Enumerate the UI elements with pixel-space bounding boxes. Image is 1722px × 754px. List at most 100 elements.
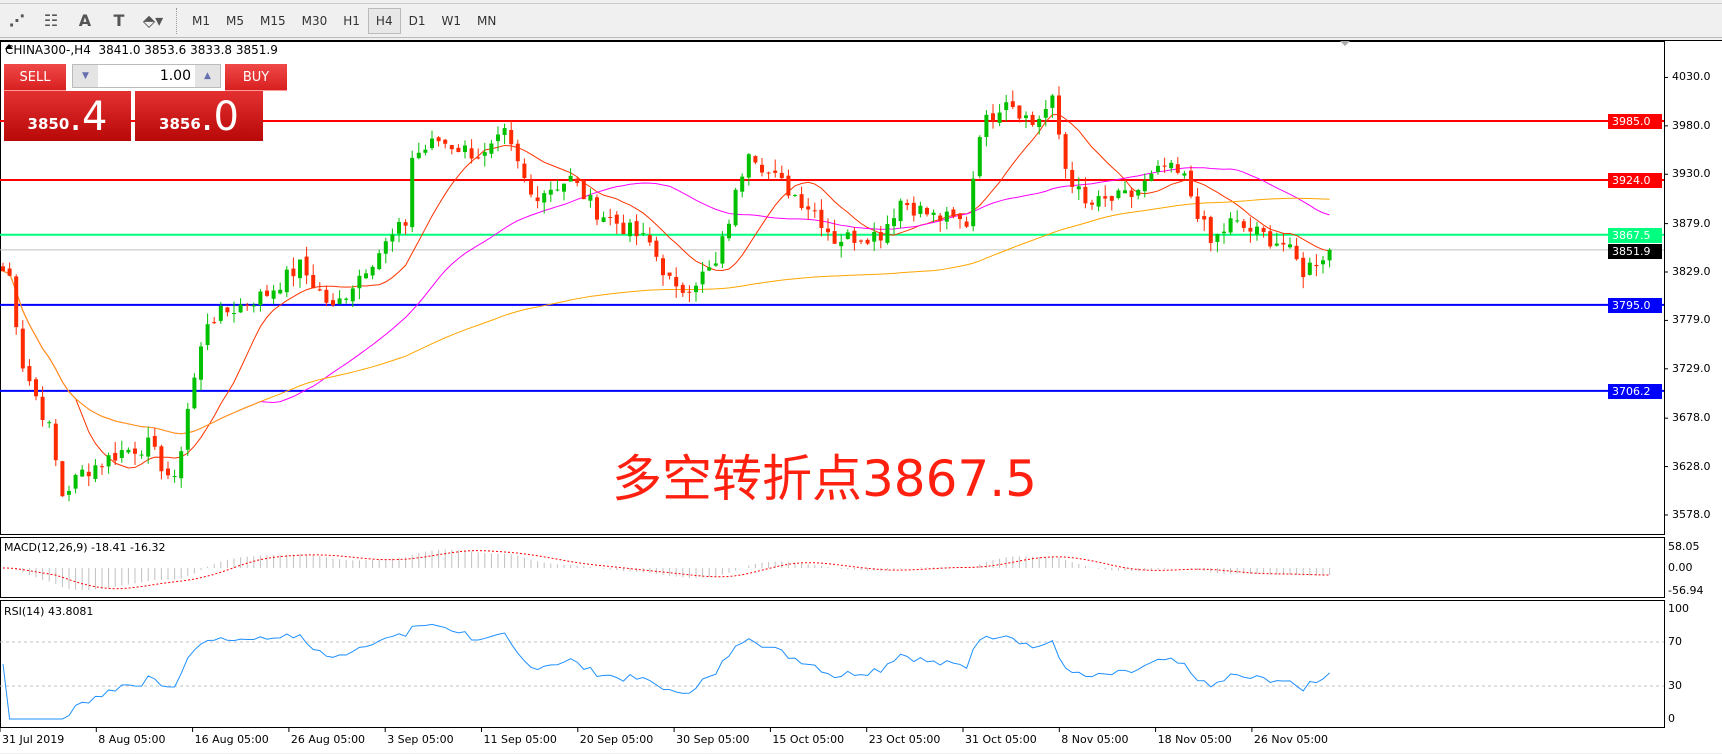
candle-body: [416, 152, 421, 159]
candle-body: [218, 305, 223, 321]
arrows-dropdown-icon[interactable]: ⬘▾: [142, 11, 164, 30]
candle-body: [852, 230, 857, 243]
candle-body: [317, 289, 322, 291]
candle-body: [159, 446, 164, 472]
candle-body: [542, 193, 547, 203]
candle-body: [1189, 170, 1193, 197]
candle-body: [687, 291, 692, 293]
rsi-axis-label: 30: [1668, 679, 1682, 692]
candle-body: [1043, 109, 1048, 118]
lot-increase-icon[interactable]: ▲: [195, 65, 220, 87]
candle-body: [284, 269, 289, 293]
timeframe-mn-button[interactable]: MN: [476, 13, 497, 28]
candle-body: [575, 178, 580, 183]
buy-button[interactable]: BUY: [225, 64, 287, 91]
fibonacci-expansion-icon[interactable]: ⋰: [9, 11, 25, 30]
candle-body: [1281, 242, 1286, 245]
timeframe-h1-button[interactable]: H1: [343, 13, 360, 28]
candle-body: [885, 224, 890, 243]
candle-body: [350, 288, 355, 302]
candle-body: [621, 222, 626, 235]
candle-body: [271, 290, 276, 299]
candle-body: [20, 328, 25, 369]
time-axis-label: 23 Oct 05:00: [868, 733, 941, 746]
sell-price-main: 3850: [27, 115, 70, 133]
candle-body: [1070, 170, 1075, 187]
sell-button[interactable]: SELL: [4, 64, 66, 91]
moving-average-line-1: [2, 114, 1330, 469]
candle-body: [139, 454, 144, 456]
candle-body: [469, 148, 474, 159]
candle-body: [1255, 226, 1259, 235]
chart-window[interactable]: CHINA300-,H4 3841.0 3853.6 3833.8 3851.9…: [0, 40, 1722, 753]
candle-body: [779, 172, 784, 179]
candle-body: [859, 240, 863, 242]
candle-body: [390, 234, 395, 242]
chart-shift-marker-icon: [1340, 41, 1350, 46]
candle-body: [1156, 165, 1160, 173]
price-level-label: 3706.2: [1608, 383, 1662, 399]
buy-price[interactable]: 3856.0: [135, 91, 263, 141]
candle-body: [1301, 257, 1306, 278]
candle-body: [555, 189, 560, 191]
candle-body: [1103, 196, 1108, 199]
candle-body: [753, 156, 758, 163]
timeframe-m5-button[interactable]: M5: [226, 13, 244, 28]
candle-body: [1314, 264, 1319, 267]
timeframe-h4-button[interactable]: H4: [367, 7, 401, 34]
price-axis-label: 3879.0: [1672, 216, 1711, 230]
candle-body: [931, 212, 936, 215]
price-level-label: 3795.0: [1608, 297, 1662, 313]
candle-body: [430, 138, 434, 149]
lot-decrease-icon[interactable]: ▼: [73, 65, 98, 87]
top-strip: [0, 0, 1722, 4]
text-icon[interactable]: A: [78, 11, 92, 30]
lot-size-input[interactable]: 1.00: [159, 68, 191, 84]
toolbar-separator: [176, 7, 178, 34]
candle-body: [146, 437, 151, 457]
macd-pane-border: [0, 537, 1665, 598]
fibonacci-fan-icon[interactable]: ☷: [43, 11, 59, 30]
price-axis-label: 3628.0: [1672, 459, 1711, 473]
candle-body: [86, 471, 91, 477]
candle-body: [383, 241, 388, 254]
candle-body: [14, 276, 19, 328]
moving-average-line-3: [2, 197, 1330, 435]
candle-body: [152, 435, 157, 447]
timeframe-w1-button[interactable]: W1: [441, 13, 461, 28]
timeframe-m1-button[interactable]: M1: [192, 13, 210, 28]
candle-body: [872, 231, 877, 242]
timeframe-m30-button[interactable]: M30: [301, 13, 328, 28]
candle-body: [1057, 95, 1061, 135]
price-level-label: 3985.0: [1608, 114, 1662, 129]
rsi-axis-label: 100: [1668, 602, 1689, 615]
candle-body: [898, 200, 903, 222]
candle-body: [1076, 186, 1081, 190]
candle-body: [463, 145, 467, 153]
candle-body: [311, 275, 316, 289]
candle-body: [634, 221, 639, 237]
candle-body: [60, 461, 65, 497]
buy-price-pips: .0: [200, 94, 239, 140]
candle-body: [456, 147, 461, 153]
price-axis-label: 3729.0: [1672, 361, 1711, 375]
candle-body: [1268, 231, 1273, 247]
candle-body: [515, 143, 520, 162]
candle-body: [529, 180, 533, 195]
timeframe-m15-button[interactable]: M15: [260, 13, 286, 28]
candle-body: [53, 423, 58, 461]
candle-body: [403, 222, 408, 226]
timeframe-d1-button[interactable]: D1: [408, 13, 426, 28]
chart-canvas[interactable]: [0, 41, 1722, 754]
candle-body: [1215, 234, 1220, 242]
candle-body: [1136, 189, 1141, 196]
rsi-axis-label: 0: [1668, 712, 1675, 725]
text-label-icon[interactable]: T: [113, 11, 125, 30]
candle-body: [7, 268, 12, 276]
candle-body: [337, 298, 342, 305]
sell-price[interactable]: 3850.4: [4, 91, 131, 141]
pivot-annotation: 多空转折点3867.5: [612, 450, 1037, 508]
price-axis-label: 3578.0: [1672, 507, 1711, 521]
candle-body: [489, 143, 494, 154]
candle-body: [746, 154, 751, 178]
